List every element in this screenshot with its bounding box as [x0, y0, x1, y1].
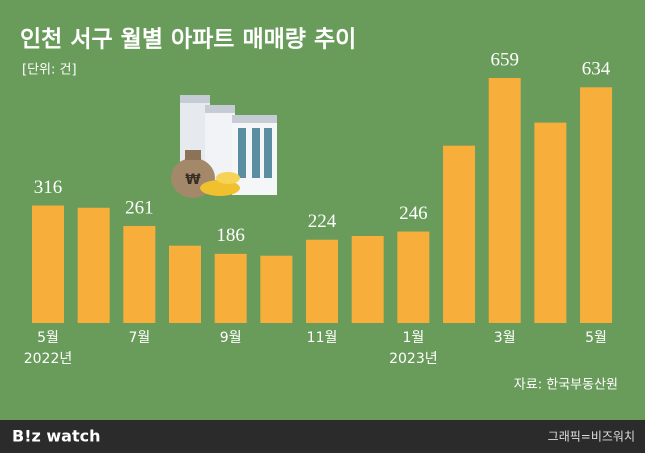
x-tick-label: 7월 [128, 330, 150, 346]
x-tick-year: 2023년 [389, 351, 438, 367]
bar [77, 207, 110, 323]
value-label: 634 [582, 59, 611, 80]
bar [534, 122, 567, 323]
unit-label: [단위: 건] [22, 63, 77, 78]
x-tick-label: 5월 [585, 330, 607, 346]
bar [260, 255, 293, 323]
bar [443, 145, 476, 323]
bar [123, 225, 156, 323]
x-tick-label: 9월 [220, 330, 242, 346]
svg-text:₩: ₩ [185, 172, 201, 188]
chart-title: 인천 서구 월별 아파트 매매량 추이 [20, 27, 356, 53]
value-label: 316 [34, 177, 63, 198]
brand: B!z watch [12, 427, 100, 446]
x-tick-label: 11월 [307, 330, 338, 346]
bar [580, 87, 613, 323]
x-tick-year: 2022년 [24, 351, 73, 367]
bar [397, 231, 430, 323]
bar [214, 253, 247, 323]
value-label: 261 [125, 197, 154, 218]
bar [351, 236, 384, 323]
credit: 그래픽=비즈워치 [548, 430, 635, 444]
value-label: 186 [216, 225, 245, 246]
x-tick-label: 3월 [494, 330, 516, 346]
bar [306, 239, 339, 323]
illustration: ₩ [171, 95, 277, 198]
source-label: 자료: 한국부동산원 [514, 378, 618, 393]
value-label: 224 [308, 211, 337, 232]
bar [32, 205, 64, 323]
bar [169, 245, 202, 323]
x-tick-label: 5월 [37, 330, 59, 346]
footer [0, 420, 645, 453]
x-tick-label: 1월 [402, 330, 424, 346]
value-label: 659 [490, 49, 519, 70]
value-label: 246 [399, 203, 428, 224]
bar [488, 78, 521, 323]
